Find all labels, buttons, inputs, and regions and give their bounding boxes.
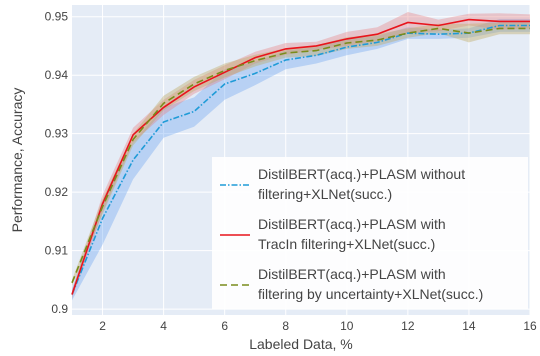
series-line-3 — [71, 27, 530, 284]
legend-label-2: DistilBERT(acq.)+PLASM with — [258, 216, 446, 232]
x-tick-label: 8 — [282, 319, 289, 333]
legend-label-1: filtering+XLNet(succ.) — [258, 186, 392, 202]
legend-label-1: DistilBERT(acq.)+PLASM without — [258, 166, 465, 182]
y-tick-label: 0.94 — [45, 68, 69, 82]
y-tick-label: 0.91 — [45, 244, 69, 258]
legend-label-3: filtering by uncertainty+XLNet(succ.) — [258, 286, 483, 302]
x-tick-label: 12 — [401, 319, 415, 333]
x-tick-label: 14 — [462, 319, 476, 333]
series-line-1 — [71, 24, 530, 295]
series-lines — [71, 18, 530, 295]
tick-labels: 2 4 6 8 10 12 14 16 0.9 0.91 0.92 0.93 0.94 0.95 — [45, 10, 537, 333]
y-tick-label: 0.95 — [45, 10, 69, 24]
confidence-bands — [72, 12, 530, 301]
x-tick-label: 2 — [99, 319, 106, 333]
y-axis-title: Performance, Accuracy — [9, 88, 25, 233]
legend-background — [212, 157, 528, 309]
y-tick-label: 0.93 — [45, 127, 69, 141]
x-tick-label: 10 — [340, 319, 354, 333]
x-tick-label: 16 — [523, 319, 537, 333]
x-axis-title: Labeled Data, % — [249, 336, 353, 352]
y-tick-label: 0.9 — [51, 302, 68, 316]
x-tick-label: 4 — [160, 319, 167, 333]
legend: DistilBERT(acq.)+PLASM without filtering+… — [212, 157, 528, 309]
legend-label-3: DistilBERT(acq.)+PLASM with — [258, 266, 446, 282]
y-tick-label: 0.92 — [45, 185, 69, 199]
x-tick-label: 6 — [221, 319, 228, 333]
legend-label-2: TracIn filtering+XLNet(succ.) — [258, 236, 435, 252]
confidence-band-3 — [72, 22, 530, 286]
